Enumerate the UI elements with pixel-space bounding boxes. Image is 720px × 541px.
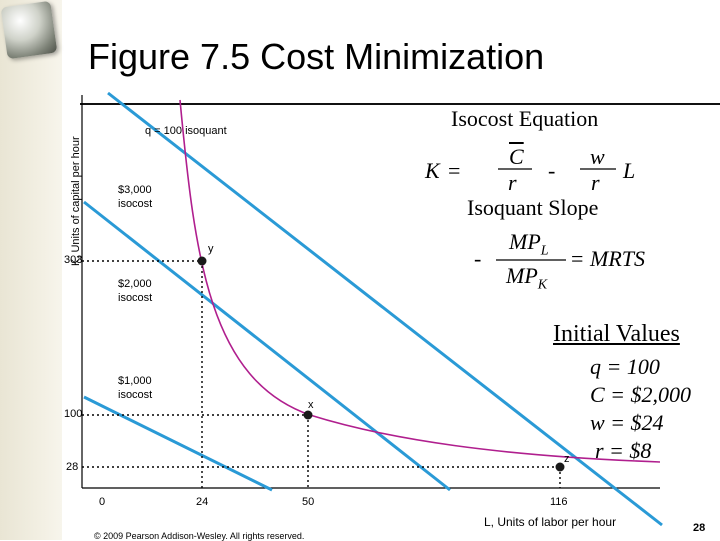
isoquant-label: q = 100 isoquant [145, 125, 227, 137]
isocost-line-3000 [107, 91, 663, 527]
y-tick-label: 28 [66, 461, 79, 473]
decorative-sidebar [0, 0, 62, 540]
isocost-3000-word: isocost [118, 198, 153, 210]
slope-num-mp: MP [509, 229, 541, 254]
equation-equals: = [448, 158, 461, 183]
slope-den-sub: K [537, 277, 548, 293]
isocost-2000-amount: $2,000 [118, 278, 152, 290]
point-x [303, 410, 313, 420]
slope-den-mp: MP [506, 263, 538, 288]
initial-value-q: q = 100 [590, 354, 660, 379]
isoquant-slope-heading: Isoquant Slope [467, 195, 599, 220]
slope-numerator: MPL [509, 229, 549, 259]
initial-value-w: w = $24 [590, 410, 664, 435]
isocost-1000-label: $1,000 isocost [118, 374, 152, 402]
x-tick-label: 24 [196, 496, 209, 508]
page-number: 28 [693, 522, 706, 534]
initial-value-r: r = $8 [595, 438, 652, 463]
isocost-3000-amount: $3,000 [118, 184, 152, 196]
point-y-label: y [208, 243, 214, 255]
slope-rhs: MRTS [590, 246, 645, 271]
x-tick-label: 50 [302, 496, 315, 508]
isocost-2000-word: isocost [118, 292, 153, 304]
copyright-notice: © 2009 Pearson Addison-Wesley. All right… [94, 531, 305, 541]
equation-minus: - [548, 158, 556, 183]
point-y [197, 256, 207, 266]
slope-denominator: MPK [506, 263, 547, 293]
isocost-1000-amount: $1,000 [118, 375, 152, 387]
x-tick-label: 0 [99, 496, 106, 508]
equation-c: C [509, 144, 524, 169]
equation-l: L [623, 158, 636, 183]
x-tick-label: 116 [550, 496, 568, 508]
slope-num-sub: L [540, 243, 549, 259]
title-divider [80, 103, 720, 105]
initial-values-heading: Initial Values [553, 321, 680, 347]
x-axis-label: L, Units of labor per hour [484, 515, 617, 529]
isocost-3000-label: $3,000 isocost [118, 183, 152, 211]
isocost-line-1000 [83, 395, 273, 492]
initial-value-c: C = $2,000 [590, 382, 692, 407]
equation-r1: r [508, 170, 517, 195]
slope-minus: - [474, 246, 482, 271]
isocost-2000-label: $2,000 isocost [118, 277, 152, 305]
slope-equals: = [571, 246, 584, 271]
point-z [555, 462, 565, 472]
page-title: Figure 7.5 Cost Minimization [88, 36, 545, 77]
isocost-equation-heading: Isocost Equation [451, 106, 599, 131]
point-x-label: x [308, 399, 314, 411]
y-tick-label: 100 [64, 408, 83, 420]
point-z-label: z [564, 453, 570, 465]
isocost-1000-word: isocost [118, 389, 153, 401]
equation-r2: r [591, 170, 600, 195]
isocost-line-2000 [83, 200, 451, 492]
y-tick-label: 303 [64, 254, 83, 266]
equation-lhs-k: K [425, 158, 440, 183]
equation-w: w [590, 144, 605, 169]
